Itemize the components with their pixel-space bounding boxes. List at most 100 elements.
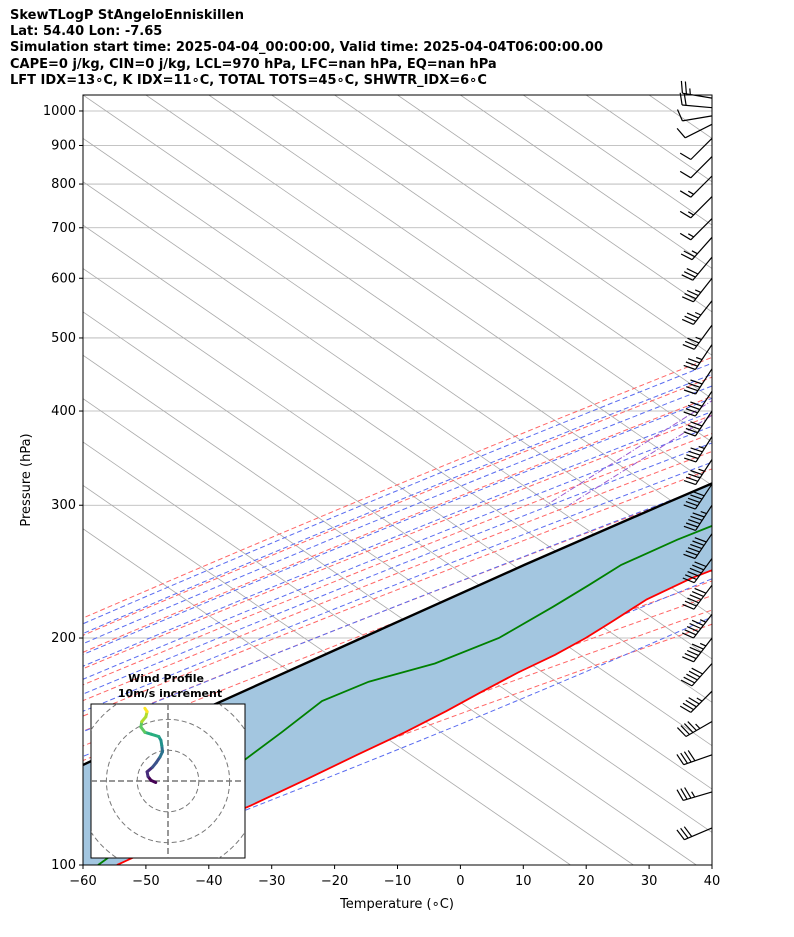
wind-barb-flag [685,427,698,434]
wind-barb-flag [684,600,697,607]
wind-barb-flag [684,81,687,94]
wind-barb-flag [688,450,701,456]
wind-barb-flag [685,522,698,528]
wind-barb-staff [695,504,713,531]
wind-barb-flag [694,537,707,543]
wind-barb-flag [683,389,696,395]
y-tick-label: 400 [51,404,76,419]
x-tick-label: −10 [384,874,411,889]
y-tick-label: 300 [51,498,76,513]
isotherm-line [271,95,712,400]
moist-adiabat-line [83,385,712,645]
wind-barb-flag [691,619,704,626]
wind-barb-flag [688,382,701,388]
wind-barb [681,613,713,639]
wind-barb-flag [687,721,697,731]
wind-barb-half-flag [695,336,702,341]
isotherm-line [83,354,712,790]
isotherm-line [83,441,697,865]
wind-barb-half-flag [695,356,703,361]
isotherm-line [523,95,712,226]
wind-barb-flag [692,564,704,571]
wind-barb-flag [694,561,707,568]
wind-barb-flag [690,379,703,385]
wind-barb-staff [694,483,713,510]
wind-barb-staff [695,368,713,395]
wind-barb-flag [689,567,702,574]
wind-barb-flag [684,574,697,581]
wind-barb-half-flag [691,791,696,798]
y-tick-label: 600 [51,271,76,286]
wind-barb-flag [676,754,685,766]
wind-barb-flag [683,826,693,837]
wind-barb [676,750,713,766]
wind-barb-half-flag [694,289,702,293]
wind-barb-half-flag [687,233,694,238]
x-tick-label: 20 [578,874,595,889]
x-tick-label: 0 [456,874,464,889]
wind-barb [680,663,713,687]
wind-barb-flag [682,702,694,711]
wind-barb-flag [676,789,684,801]
wind-barb-flag [687,547,700,553]
y-axis-label: Pressure (hPa) [19,433,34,526]
wind-barb-flag [690,494,703,500]
wind-barb-flag [686,649,699,656]
dry-adiabat-line [83,356,712,619]
wind-barb-flag [687,358,701,364]
wind-barb [679,175,713,198]
wind-barb-flag [683,250,695,258]
wind-barb-flag [683,504,696,510]
indices-line: LFT IDX=13∘C, K IDX=11∘C, TOTAL TOTS=45∘… [10,72,487,88]
wind-barb-flag [679,210,692,219]
wind-barb [676,787,713,801]
wind-barb-flag [681,274,694,281]
wind-barb-flag [683,480,696,486]
isotherm-line [145,95,712,486]
wind-barb-staff [683,791,713,801]
isotherm-line [397,95,712,313]
chart-header: SkewTLogP StAngeloEnniskillen Lat: 54.40… [10,8,603,89]
wind-barb-flag [691,643,704,650]
wind-barb-flag [690,515,703,521]
isotherm-line [83,224,712,660]
wind-barb-flag [683,431,696,437]
dry-adiabat-line [83,376,712,636]
wind-barb [681,277,713,303]
wind-barb-staff [692,256,713,281]
wind-barb-flag [679,232,692,241]
wind-barb-flag [679,152,692,161]
wind-barb-half-flag [687,211,694,216]
y-tick-label: 800 [51,177,76,192]
hodograph-subtitle: 10m/s increment [118,687,222,700]
wind-barb-flag [685,408,698,414]
parcel-path-line [83,482,712,767]
wind-barb-flag [680,80,683,94]
wind-barb-staff [694,344,713,370]
wind-barb [682,584,713,610]
wind-barb-half-flag [696,697,703,702]
wind-barb-flag [680,752,689,764]
wind-barb-half-flag [691,250,698,255]
wind-barb-flag [686,386,699,392]
wind-barb-half-flag [698,445,705,449]
dry-adiabat-line [83,468,712,717]
wind-barb-flag [681,632,694,639]
wind-barb-flag [683,93,687,106]
wind-barb-flag [682,656,694,663]
time-line: Simulation start time: 2025-04-04_00:00:… [10,40,603,56]
wind-barb-flag [691,667,703,675]
isotherm-line [83,484,634,865]
wind-barb-staff [695,436,713,463]
wind-barb-flag [689,594,702,601]
dry-adiabat-line [83,433,712,686]
wind-barb-flag [694,587,707,594]
wind-barb-staff [690,175,713,198]
wind-barb-flag [684,457,697,463]
wind-barb-staff [684,827,713,841]
x-tick-label: −30 [258,874,285,889]
wind-barb [676,123,713,139]
wind-barb-staff [694,533,713,559]
wind-barb-flag [679,170,692,179]
